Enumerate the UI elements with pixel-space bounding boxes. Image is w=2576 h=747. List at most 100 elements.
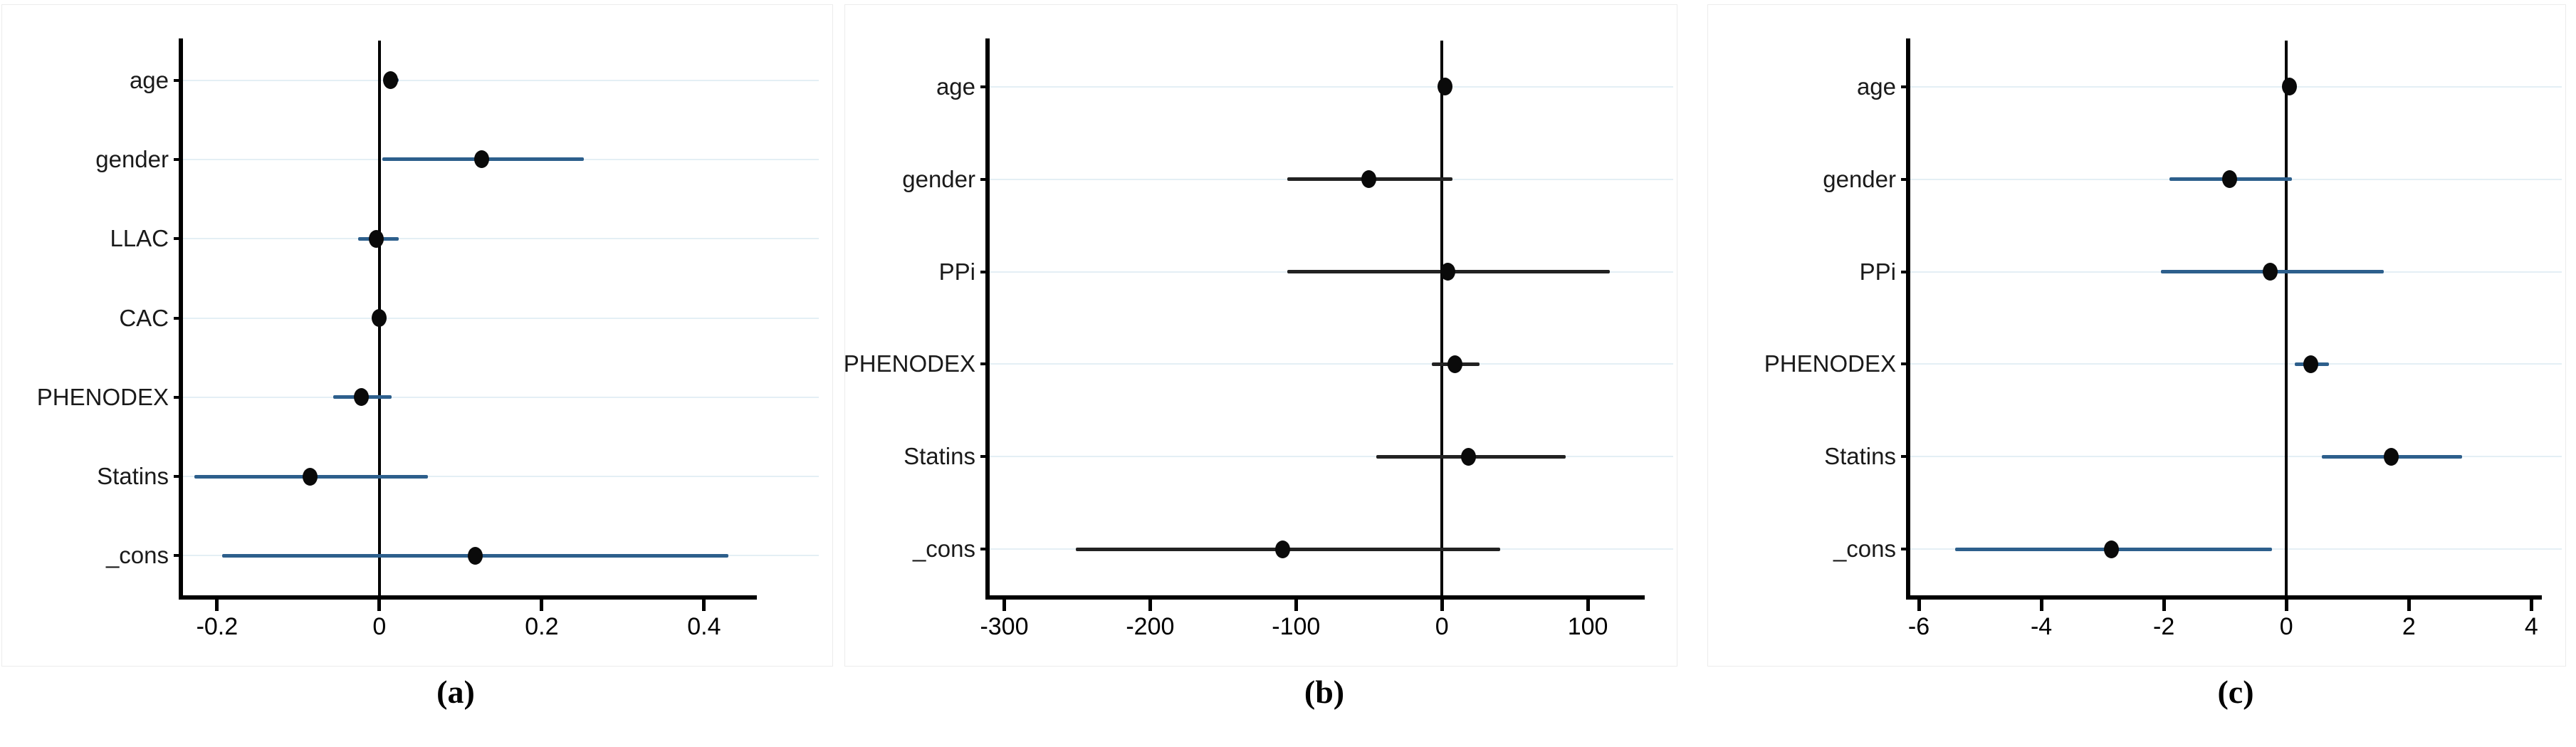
x-axis-tick: [702, 600, 706, 611]
gridline: [990, 456, 1673, 458]
x-axis-tick: [1440, 600, 1444, 611]
data-point: [2303, 355, 2319, 373]
y-axis-label: PPi: [938, 258, 975, 285]
gridline: [183, 317, 819, 319]
x-axis-tick: [2284, 600, 2288, 611]
y-axis-label: PPi: [1859, 258, 1896, 285]
y-axis-tick: [1901, 270, 1910, 273]
data-point: [1437, 78, 1452, 96]
gridline: [1910, 85, 2562, 88]
y-axis-tick: [980, 177, 990, 181]
y-axis-tick: [174, 395, 183, 399]
data-point: [303, 467, 318, 486]
y-axis-tick: [1901, 362, 1910, 366]
data-point: [2383, 447, 2399, 466]
x-tick-label: -4: [2030, 613, 2053, 640]
x-tick-label: 0: [1435, 613, 1449, 640]
y-axis-spine: [1906, 38, 1910, 600]
data-point: [372, 309, 387, 327]
gridline: [1910, 456, 2562, 458]
data-point: [1440, 263, 1455, 281]
data-point: [2103, 540, 2119, 558]
data-point: [2221, 170, 2237, 189]
panel-c: [1707, 4, 2566, 667]
x-tick-label: -2: [2153, 613, 2175, 640]
x-axis-spine: [985, 595, 1645, 600]
x-axis-tick: [1294, 600, 1298, 611]
x-axis-spine: [1906, 595, 2542, 600]
y-axis-label: CAC: [119, 304, 169, 331]
y-axis-tick: [980, 270, 990, 273]
data-point: [2263, 263, 2278, 281]
caption-b: (b): [1304, 674, 1345, 710]
y-axis-label: gender: [95, 145, 169, 172]
y-axis-label: PHENODEX: [843, 350, 975, 377]
x-axis-tick: [2529, 600, 2533, 611]
y-axis-spine: [985, 38, 990, 600]
x-tick-label: 0: [372, 613, 387, 640]
y-axis-label: gender: [1823, 165, 1896, 192]
y-axis-tick: [174, 237, 183, 241]
y-axis-tick: [980, 362, 990, 366]
x-tick-label: 100: [1567, 613, 1608, 640]
x-axis-tick: [2039, 600, 2043, 611]
data-point: [1361, 170, 1377, 189]
gridline: [183, 476, 819, 478]
y-axis-label: _cons: [1833, 536, 1896, 563]
data-point: [354, 388, 370, 407]
x-tick-label: -100: [1272, 613, 1321, 640]
x-axis-tick: [215, 600, 219, 611]
data-point: [1460, 447, 1476, 466]
panel-b: [844, 4, 1677, 667]
y-axis-spine: [179, 38, 183, 600]
y-axis-tick: [1901, 548, 1910, 551]
x-axis-spine: [179, 595, 757, 600]
gridline: [990, 85, 1673, 88]
data-point: [383, 71, 399, 90]
zero-reference-line: [2285, 41, 2288, 595]
gridline: [990, 363, 1673, 365]
gridline: [183, 79, 819, 81]
x-axis-tick: [2162, 600, 2166, 611]
y-axis-label: Statins: [97, 463, 169, 490]
y-axis-label: _cons: [105, 542, 169, 569]
x-axis-tick: [1148, 600, 1152, 611]
y-axis-tick: [980, 85, 990, 88]
y-axis-tick: [174, 316, 183, 320]
x-tick-label: -200: [1126, 613, 1175, 640]
y-axis-label: gender: [902, 165, 975, 192]
y-axis-label: age: [936, 73, 975, 100]
y-axis-label: Statins: [1824, 443, 1896, 470]
zero-reference-line: [1440, 41, 1444, 595]
data-point: [1275, 540, 1291, 558]
x-axis-tick: [377, 600, 382, 611]
y-axis-label: PHENODEX: [1764, 350, 1896, 377]
y-axis-label: age: [129, 66, 169, 93]
x-tick-label: -300: [980, 613, 1029, 640]
x-tick-label: 4: [2524, 613, 2538, 640]
data-point: [474, 150, 490, 169]
x-axis-tick: [1586, 600, 1590, 611]
x-tick-label: -6: [1907, 613, 1930, 640]
y-axis-label: _cons: [912, 536, 975, 563]
gridline: [183, 396, 819, 398]
data-point: [1447, 355, 1463, 373]
data-point: [2282, 78, 2298, 96]
x-tick-label: 0.4: [687, 613, 721, 640]
x-tick-label: -0.2: [196, 613, 239, 640]
caption-a: (a): [436, 674, 475, 710]
data-point: [368, 229, 384, 248]
y-axis-label: age: [1856, 73, 1896, 100]
y-axis-tick: [174, 475, 183, 479]
x-axis-tick: [1002, 600, 1006, 611]
y-axis-label: LLAC: [110, 225, 169, 252]
x-tick-label: 0: [2279, 613, 2293, 640]
x-tick-label: 2: [2402, 613, 2416, 640]
gridline: [183, 238, 819, 240]
y-axis-tick: [174, 554, 183, 558]
caption-c: (c): [2217, 674, 2254, 710]
data-point: [467, 546, 483, 565]
x-axis-tick: [540, 600, 544, 611]
y-axis-label: Statins: [904, 443, 975, 470]
